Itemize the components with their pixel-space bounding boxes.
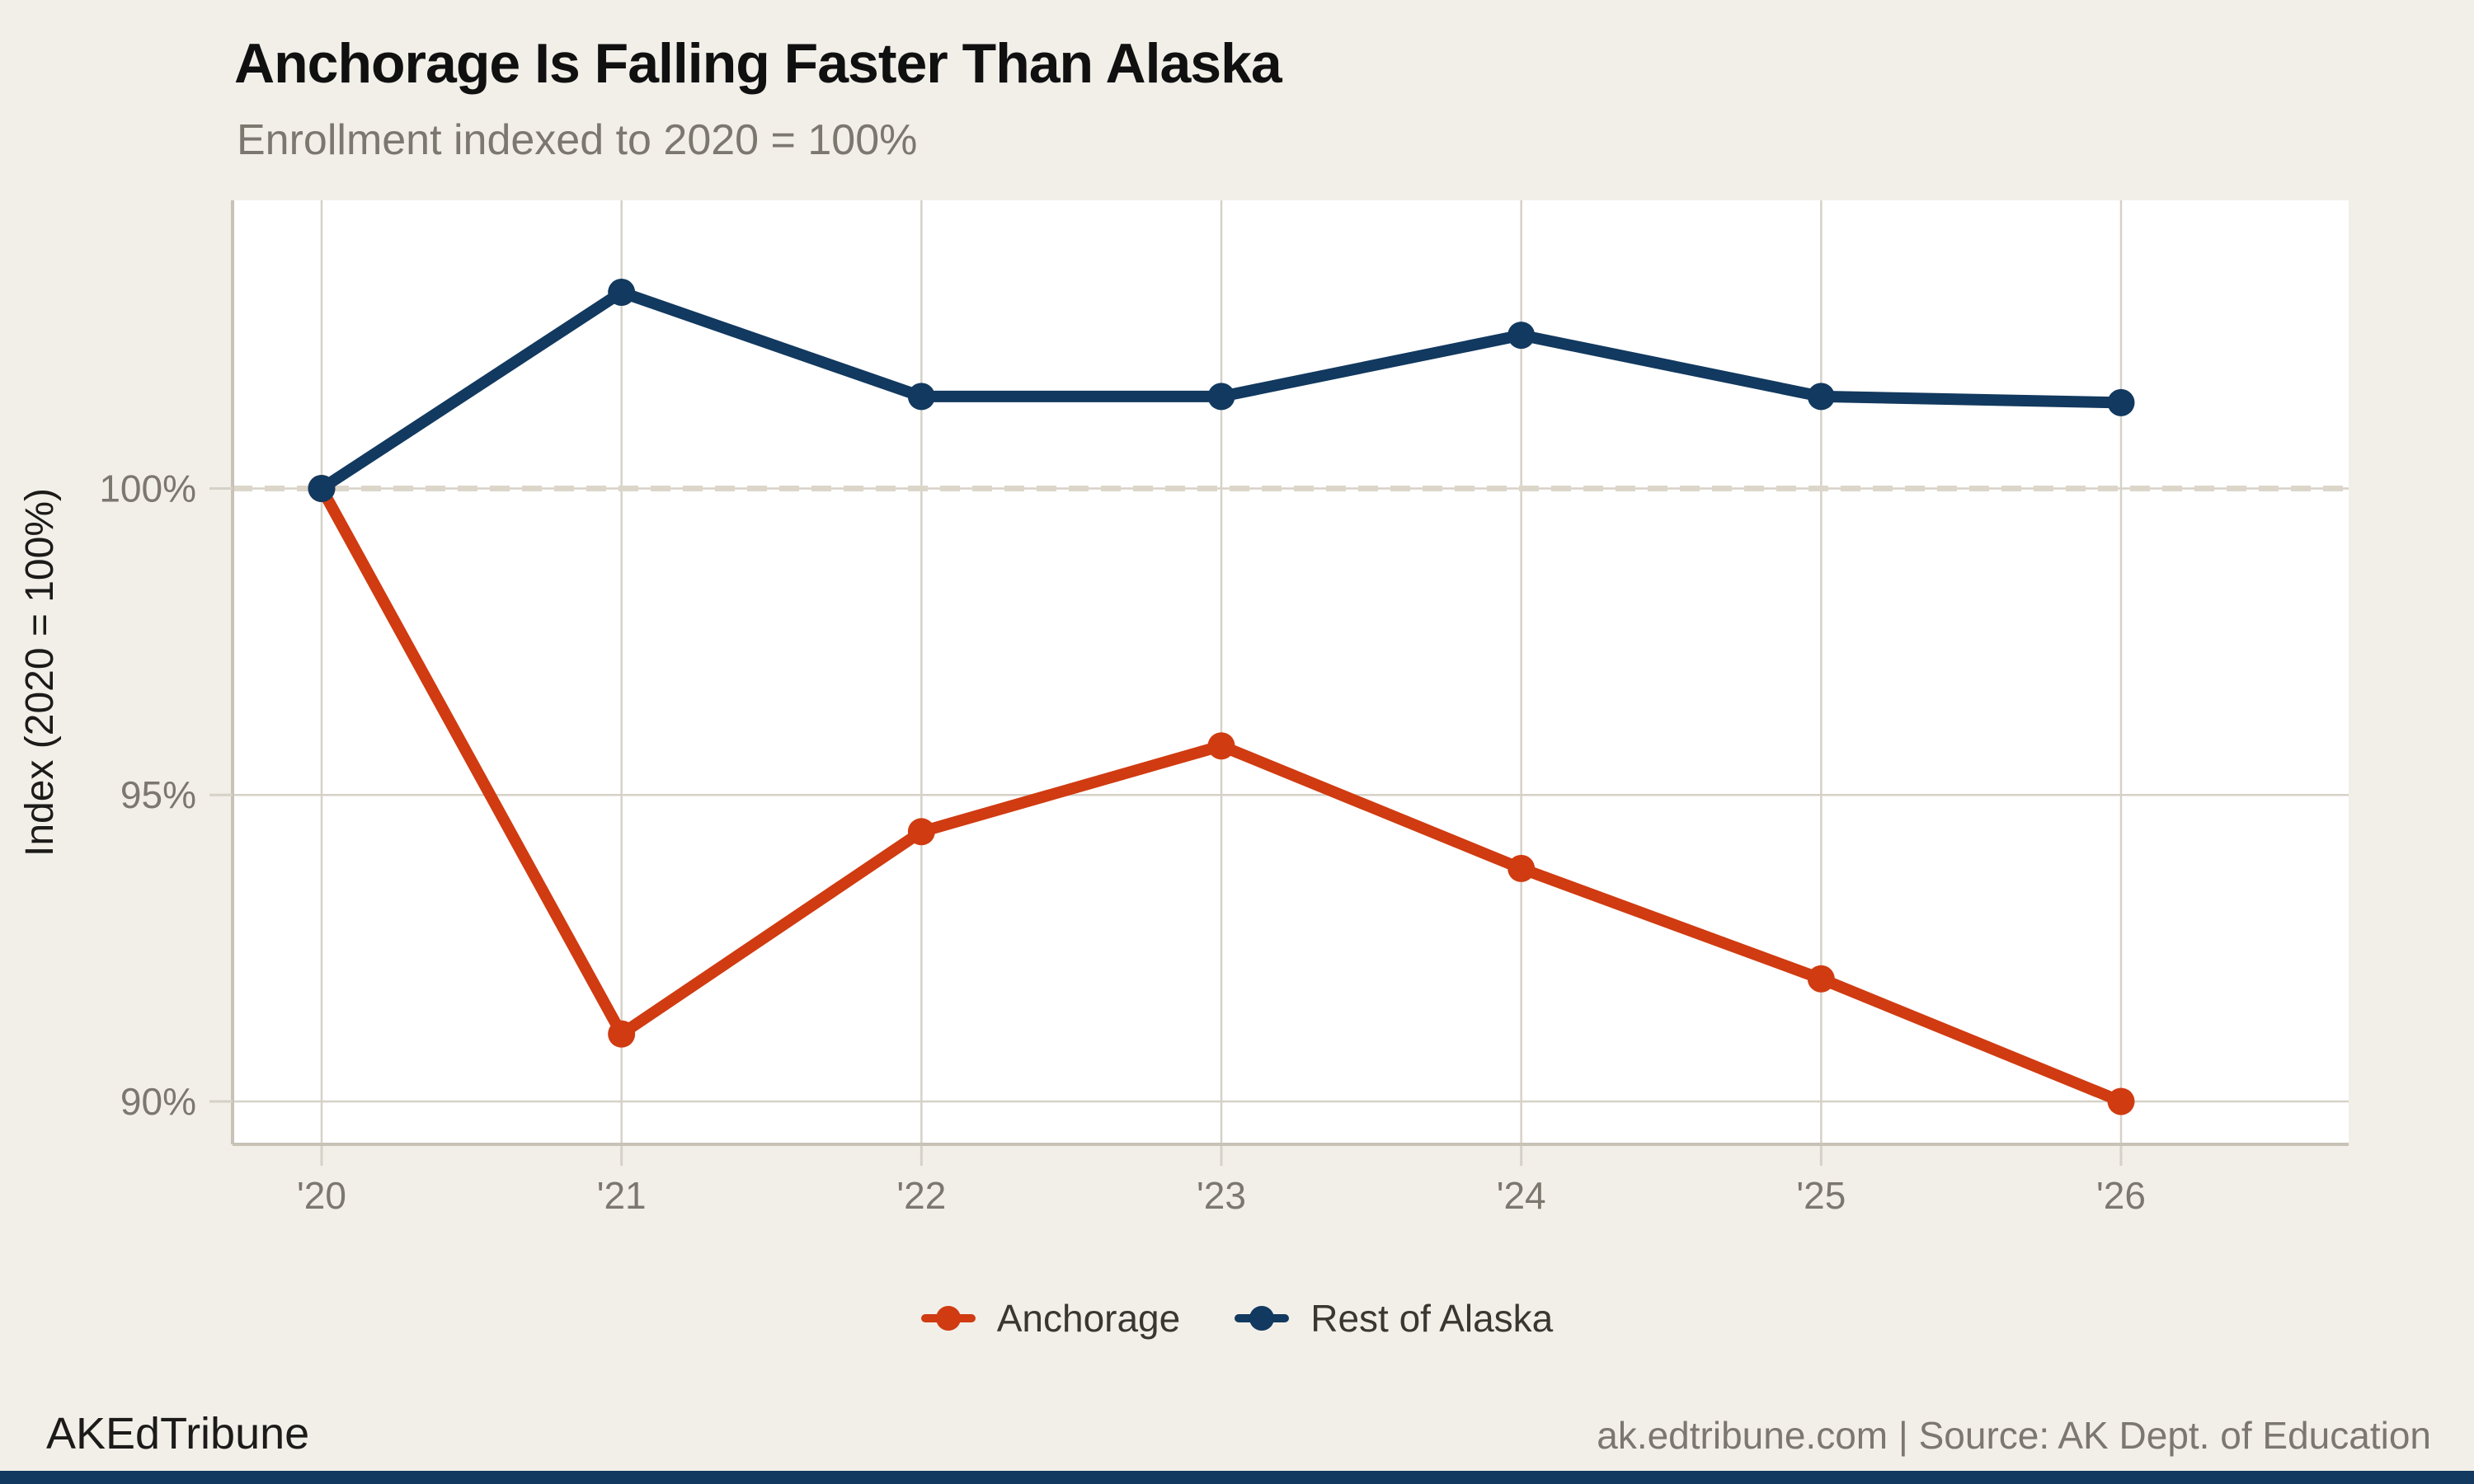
anchorage-series-marker-icon [920, 1305, 976, 1331]
x-tick-label: '22 [896, 1174, 946, 1217]
y-tick-label: 100% [99, 467, 196, 510]
data-point-rest-of-alaska [1507, 322, 1536, 350]
footer: AKEdTribune ak.edtribune.com | Source: A… [0, 1408, 2474, 1459]
data-point-anchorage [608, 1020, 636, 1048]
x-tick-label: '24 [1497, 1174, 1546, 1217]
x-tick-label: '21 [597, 1174, 647, 1217]
y-tick-label: 95% [120, 773, 196, 816]
legend-label-rest-of-alaska: Rest of Alaska [1310, 1297, 1554, 1340]
data-point-anchorage [1207, 732, 1235, 760]
x-tick-label: '20 [297, 1174, 346, 1217]
y-axis-title: Index (2020 = 100%) [18, 488, 62, 857]
legend-label-anchorage: Anchorage [996, 1297, 1181, 1340]
brand-accent-bar [0, 1471, 2474, 1484]
data-point-anchorage [1507, 854, 1536, 882]
data-point-anchorage [2107, 1087, 2135, 1115]
data-point-anchorage [1807, 965, 1835, 993]
chart-title: Anchorage Is Falling Faster Than Alaska [234, 32, 1282, 95]
data-point-rest-of-alaska [308, 474, 336, 502]
publisher-brand: AKEdTribune [46, 1409, 310, 1458]
plot-area [233, 200, 2349, 1144]
x-tick-label: '26 [2096, 1174, 2146, 1217]
y-tick-label: 90% [120, 1080, 196, 1123]
data-point-rest-of-alaska [1807, 383, 1835, 411]
data-point-rest-of-alaska [1207, 383, 1235, 411]
legend-item-anchorage: Anchorage [920, 1296, 1181, 1341]
data-point-rest-of-alaska [608, 279, 636, 307]
data-point-anchorage [907, 818, 935, 846]
x-tick-label: '25 [1796, 1174, 1846, 1217]
x-tick-label: '23 [1197, 1174, 1246, 1217]
legend: Anchorage Rest of Alaska [0, 1296, 2474, 1341]
data-point-rest-of-alaska [2107, 388, 2135, 416]
rest-of-alaska-series-marker-icon [1235, 1305, 1290, 1331]
data-point-rest-of-alaska [907, 383, 935, 411]
legend-item-rest-of-alaska: Rest of Alaska [1235, 1296, 1553, 1341]
source-attribution: ak.edtribune.com | Source: AK Dept. of E… [1597, 1414, 2431, 1457]
chart-subtitle: Enrollment indexed to 2020 = 100% [237, 116, 918, 164]
